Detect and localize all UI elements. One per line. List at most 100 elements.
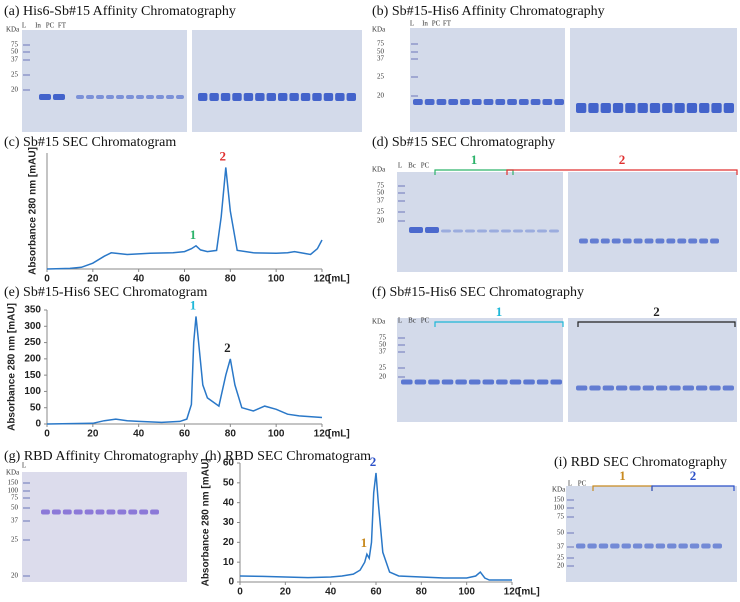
protein-band	[621, 543, 631, 549]
marker-label: 37	[377, 197, 385, 205]
marker-label: 50	[11, 48, 19, 56]
protein-band	[576, 543, 586, 549]
protein-band	[146, 95, 154, 99]
protein-band	[600, 103, 611, 113]
gel-image	[397, 318, 563, 422]
ladder-band	[398, 376, 405, 378]
marker-label: 25	[557, 554, 565, 562]
marker-label: 100	[554, 504, 565, 512]
protein-band	[644, 238, 654, 244]
protein-band	[723, 103, 734, 113]
protein-band	[587, 543, 597, 549]
protein-band	[710, 238, 719, 244]
protein-band	[576, 385, 588, 391]
ladder-band	[23, 59, 30, 61]
ladder-band	[23, 520, 30, 522]
panel-label: (c)	[4, 135, 20, 150]
protein-band	[106, 509, 116, 515]
panel-label: (h)	[205, 449, 222, 464]
ladder-band	[567, 516, 574, 518]
panel-title: (i) RBD SEC Chromatography	[554, 455, 727, 470]
chart-title-text: Sb#15-His6 SEC Chromatogram	[23, 285, 207, 300]
y-tick-label: 200	[24, 353, 41, 364]
marker-label: 20	[377, 92, 385, 100]
protein-band	[576, 103, 587, 113]
ladder-band	[411, 58, 418, 60]
group-bracket	[434, 169, 514, 175]
x-tick-label: 80	[225, 429, 237, 440]
x-tick-label: 80	[416, 587, 428, 598]
kda-label: KDa	[6, 469, 20, 477]
protein-band	[669, 385, 681, 391]
protein-band	[483, 99, 494, 105]
ladder-band	[23, 482, 30, 484]
protein-band	[610, 543, 620, 549]
chromatogram-line	[46, 167, 323, 270]
lane-label: In	[35, 22, 41, 30]
gel-image	[566, 486, 737, 582]
ladder-band	[23, 490, 30, 492]
protein-band	[41, 509, 50, 515]
marker-label: 100	[8, 487, 19, 495]
y-tick-label: 350	[24, 305, 41, 316]
lane-label: Bc	[408, 162, 416, 170]
protein-band	[509, 379, 522, 385]
marker-label: 75	[379, 334, 387, 342]
chart-title-text: Sb#15 SEC Chromatogram	[23, 135, 176, 150]
panel-label: (a)	[4, 4, 20, 19]
chromatogram-line	[239, 472, 512, 581]
protein-band	[662, 103, 673, 113]
protein-band	[96, 95, 104, 99]
lane-label: L	[410, 20, 414, 28]
protein-band	[84, 509, 94, 515]
protein-band	[611, 238, 621, 244]
lane-label: FT	[58, 22, 67, 30]
protein-band	[688, 238, 698, 244]
y-tick-label: 40	[223, 497, 235, 508]
ladder-band	[567, 499, 574, 501]
protein-band	[106, 95, 114, 99]
x-tick-label: 120	[314, 274, 331, 285]
peak-label: 2	[220, 148, 227, 163]
panel-title-text: RBD Affinity Chromatography	[24, 449, 199, 464]
x-tick-label: 120	[504, 587, 521, 598]
protein-band	[414, 379, 427, 385]
protein-band	[549, 229, 559, 233]
ladder-band	[411, 95, 418, 97]
lane-label: L	[398, 317, 402, 325]
lane-label: L	[568, 480, 572, 488]
protein-band	[537, 229, 547, 233]
protein-band	[489, 229, 499, 233]
marker-label: 150	[8, 479, 19, 487]
panel-title-text: Sb#15 SEC Chromatography	[392, 135, 555, 150]
x-tick-label: 0	[237, 587, 243, 598]
gel-image	[410, 28, 565, 132]
marker-label: 37	[379, 348, 387, 356]
panel-title-text: RBD SEC Chromatography	[571, 455, 727, 470]
protein-band	[667, 543, 677, 549]
protein-band	[536, 379, 549, 385]
protein-band	[589, 385, 601, 391]
kda-label: KDa	[552, 486, 566, 494]
protein-band	[523, 379, 535, 385]
protein-band	[696, 385, 708, 391]
ladder-band	[398, 185, 405, 187]
marker-label: 75	[557, 513, 565, 521]
protein-band	[73, 509, 83, 515]
protein-band	[465, 229, 475, 233]
x-axis-label: [mL]	[328, 429, 350, 440]
protein-band	[243, 93, 254, 101]
marker-label: 20	[11, 572, 19, 580]
protein-band	[632, 543, 643, 549]
y-tick-label: 30	[223, 517, 235, 528]
protein-band	[612, 103, 624, 113]
panel-label: (f)	[372, 285, 386, 300]
protein-band	[116, 95, 124, 99]
marker-label: 37	[11, 517, 19, 525]
peak-label: 1	[361, 535, 368, 550]
lane-label: In	[422, 20, 428, 28]
marker-label: 20	[377, 217, 385, 225]
ladder-band	[23, 575, 30, 577]
protein-band	[542, 99, 553, 105]
gel-image	[22, 472, 187, 582]
